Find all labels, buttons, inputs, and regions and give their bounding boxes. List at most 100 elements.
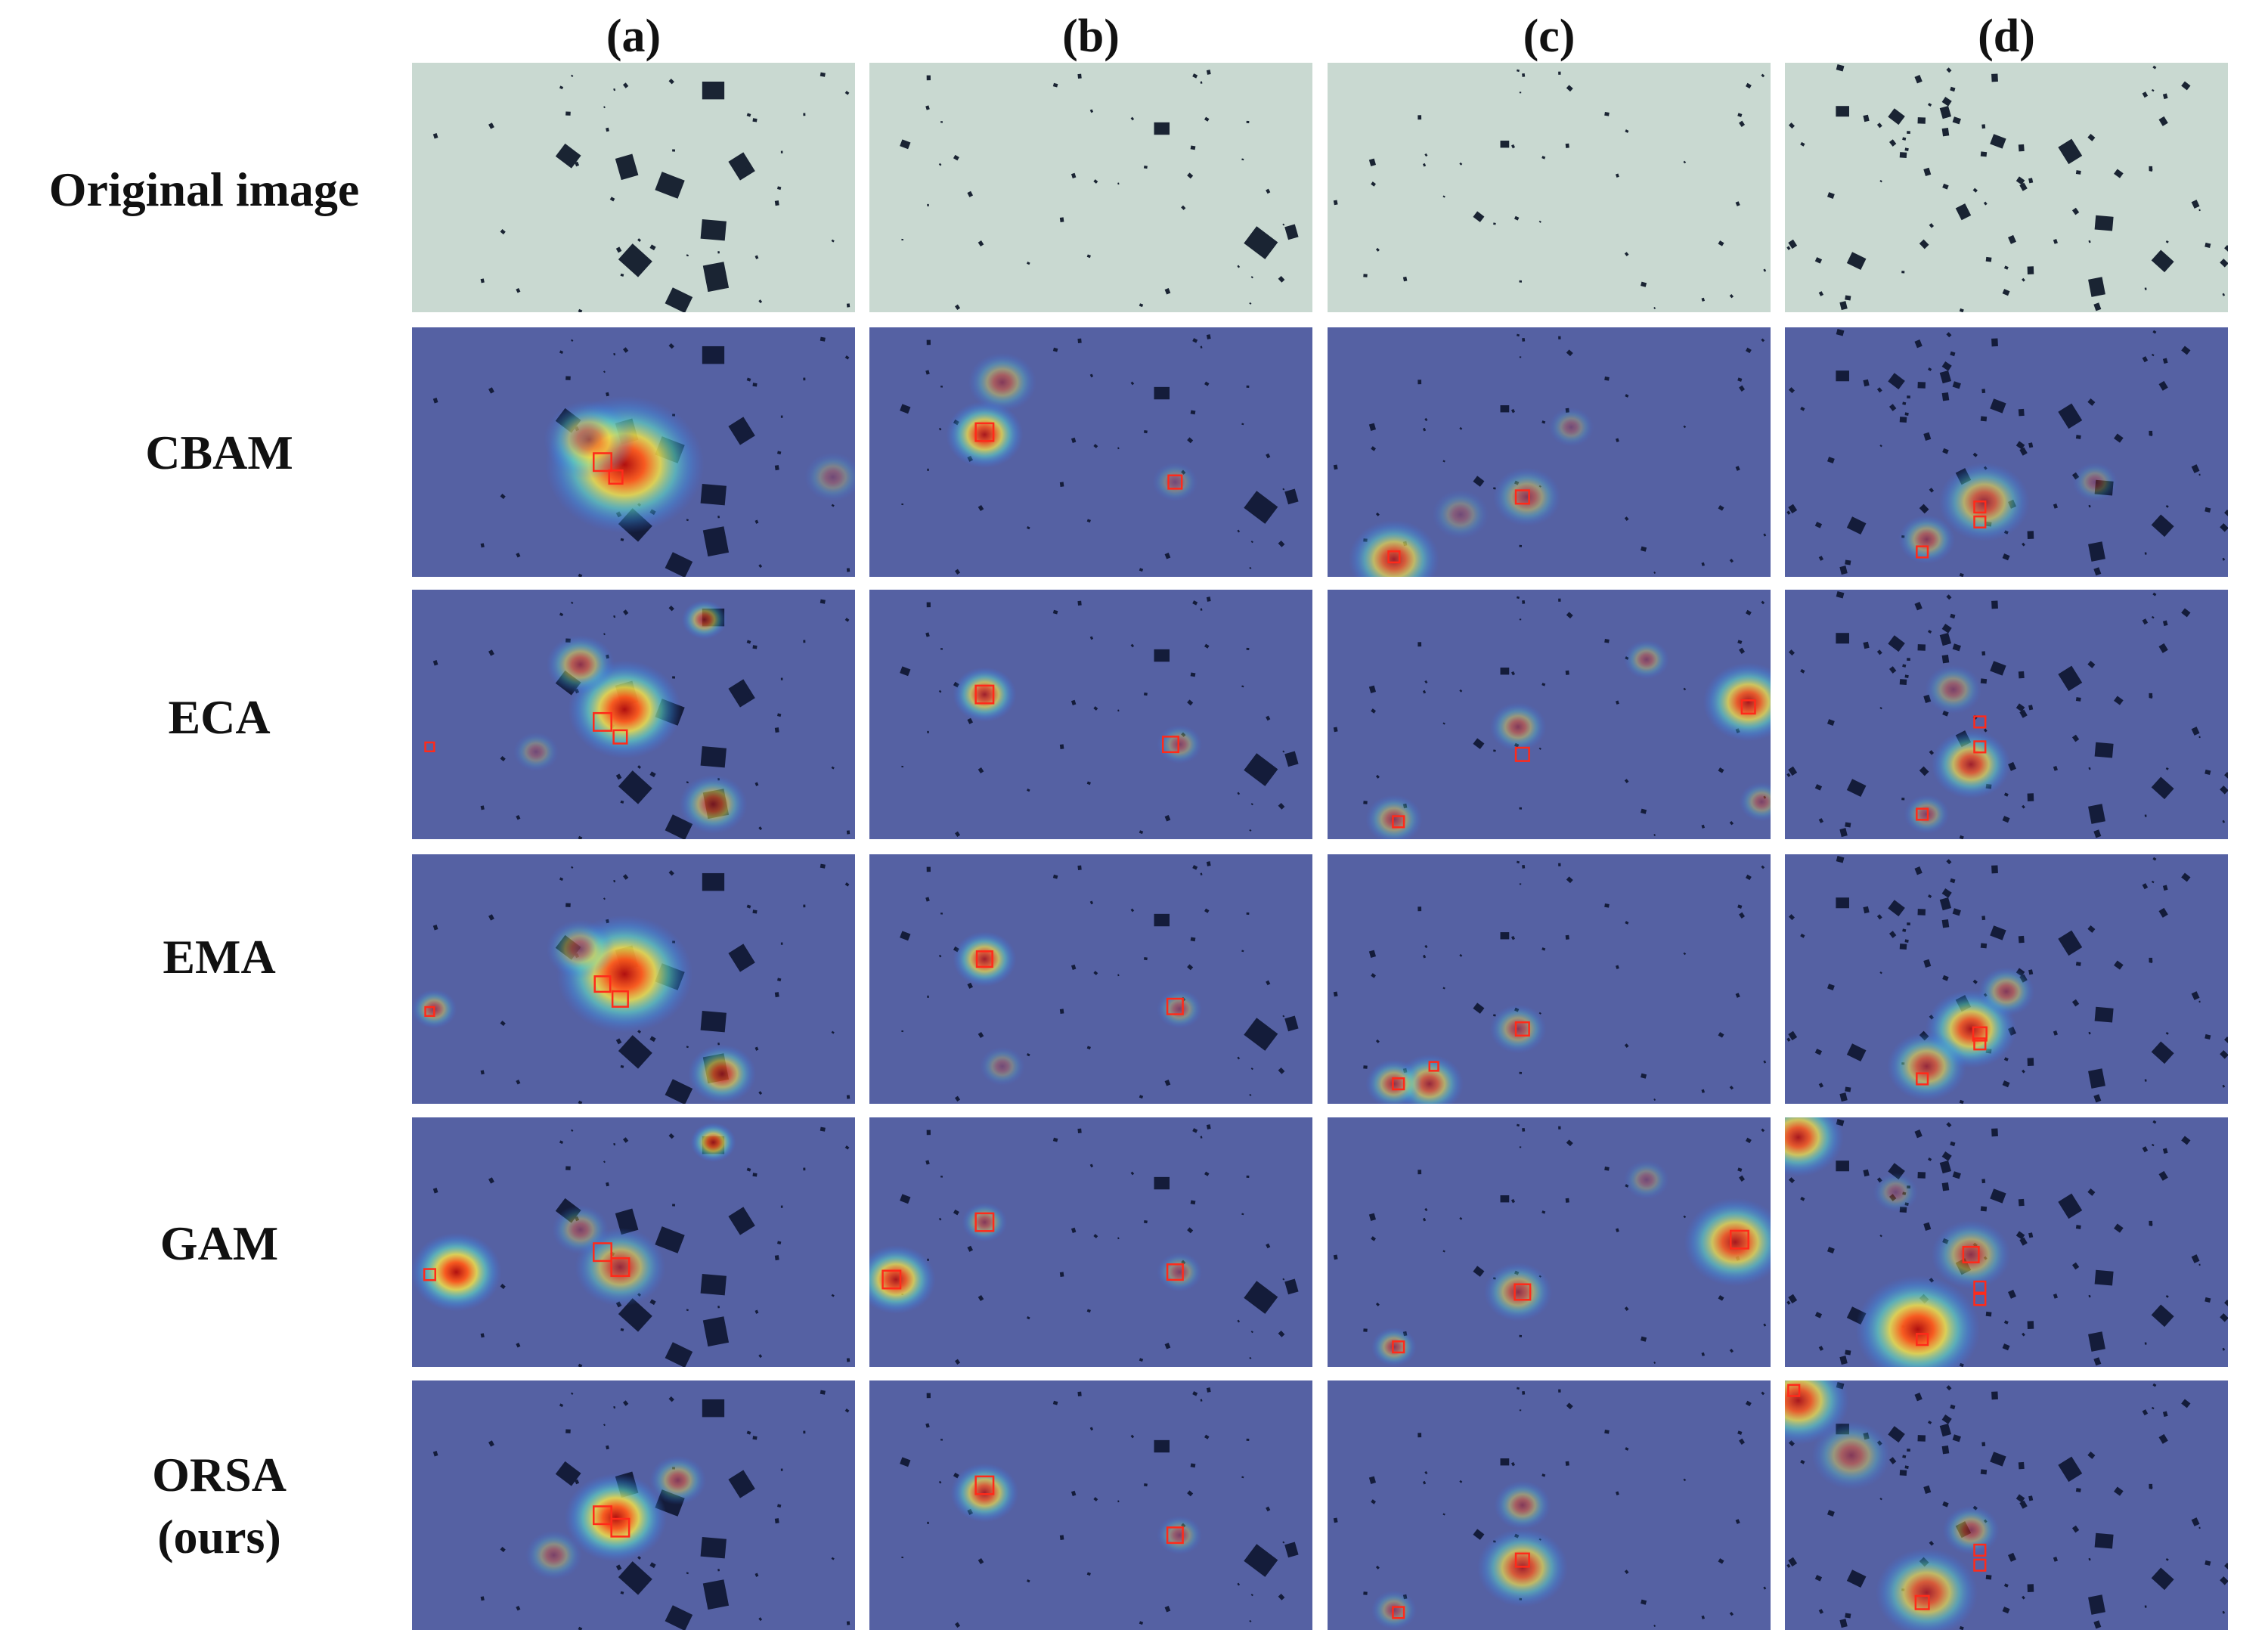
particle xyxy=(746,1167,751,1172)
particle xyxy=(754,519,759,524)
particle xyxy=(901,1030,904,1033)
particle xyxy=(1204,908,1210,913)
particle xyxy=(1154,122,1170,135)
particle xyxy=(2151,1143,2155,1147)
particle xyxy=(1566,876,1573,884)
particle xyxy=(1729,293,1734,299)
particle xyxy=(955,304,961,311)
detection-box xyxy=(1514,489,1530,505)
particle xyxy=(565,1429,571,1433)
particle xyxy=(2204,242,2211,249)
particle xyxy=(754,1573,759,1577)
particle xyxy=(1917,382,1926,389)
particle xyxy=(1901,271,1905,274)
column-label-b: (b) xyxy=(1062,11,1120,62)
particle xyxy=(1876,122,1882,129)
particle xyxy=(1826,984,1835,991)
particle xyxy=(1729,1085,1734,1090)
panel-gam-c xyxy=(1328,1117,1771,1367)
particle xyxy=(702,872,725,891)
row-label-gam: GAM xyxy=(160,1216,279,1270)
particle xyxy=(665,1342,693,1367)
particle xyxy=(1459,953,1463,957)
heat-spot xyxy=(1785,1117,1844,1177)
particle xyxy=(1959,308,1964,312)
particle xyxy=(606,392,609,397)
particle xyxy=(2151,353,2155,357)
particle xyxy=(2144,1079,2147,1082)
particle xyxy=(1641,546,1647,552)
row-label-cbam: CBAM xyxy=(145,426,293,479)
particle xyxy=(1990,1452,2006,1467)
particle xyxy=(1117,1237,1120,1240)
particle xyxy=(516,1079,521,1085)
particle xyxy=(2191,991,2200,1000)
particle xyxy=(1089,1164,1094,1168)
detection-box xyxy=(593,711,612,732)
particle xyxy=(1143,429,1148,434)
particle xyxy=(1086,1046,1091,1050)
particle xyxy=(2224,510,2228,517)
particle xyxy=(831,239,835,243)
particle xyxy=(2088,1031,2091,1035)
particle xyxy=(1683,687,1687,691)
particle xyxy=(2198,473,2201,476)
particle xyxy=(565,376,571,380)
particle xyxy=(2114,1486,2124,1496)
particle xyxy=(774,727,779,733)
particle xyxy=(1729,1611,1734,1616)
particle xyxy=(1519,883,1522,885)
particle xyxy=(1990,134,2006,149)
particle xyxy=(1888,931,1897,938)
detection-box xyxy=(608,469,624,485)
particle xyxy=(1052,1400,1058,1405)
particle xyxy=(2003,1583,2009,1588)
particle xyxy=(618,1561,652,1595)
particle xyxy=(613,879,616,883)
particle xyxy=(1845,1086,1851,1092)
particle xyxy=(938,163,942,166)
particle xyxy=(1473,1266,1485,1277)
particle xyxy=(1070,1490,1077,1496)
particle xyxy=(844,1408,850,1413)
particle xyxy=(1459,426,1463,430)
particle xyxy=(1980,416,1988,422)
particle xyxy=(777,186,782,191)
particle xyxy=(2075,170,2081,175)
particle xyxy=(1745,347,1752,354)
particle xyxy=(686,519,689,522)
particle xyxy=(578,835,583,839)
particle xyxy=(1204,381,1210,386)
particle xyxy=(2028,1495,2034,1501)
particle xyxy=(488,1440,494,1447)
particle xyxy=(1735,466,1740,471)
particle xyxy=(926,1393,931,1399)
heat-spot xyxy=(1157,989,1203,1029)
particle xyxy=(2162,885,2168,891)
particle xyxy=(1718,240,1724,246)
particle xyxy=(2191,727,2200,736)
particle xyxy=(622,347,629,353)
particle xyxy=(1026,789,1030,792)
particle xyxy=(745,1219,749,1223)
particle xyxy=(622,874,629,880)
particle xyxy=(1899,152,1907,158)
particle xyxy=(2075,962,2081,966)
particle xyxy=(1375,1302,1380,1306)
particle xyxy=(1980,678,1988,684)
particle xyxy=(1516,596,1520,600)
particle xyxy=(668,606,674,612)
particle xyxy=(555,1461,581,1486)
particle xyxy=(774,465,779,471)
heat-spot xyxy=(1489,702,1547,751)
particle xyxy=(2151,776,2174,800)
particle xyxy=(1278,802,1285,810)
particle xyxy=(565,1166,571,1170)
particle xyxy=(1418,642,1422,647)
panel-background xyxy=(412,63,855,312)
particle xyxy=(2151,514,2174,538)
particle xyxy=(1558,1389,1561,1393)
particle xyxy=(1735,993,1740,998)
particle xyxy=(1368,685,1377,693)
particle xyxy=(1522,337,1526,342)
